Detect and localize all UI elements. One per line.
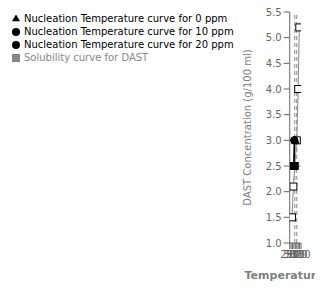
svg-text:330: 330 bbox=[291, 249, 310, 260]
svg-text:2.0: 2.0 bbox=[266, 186, 282, 197]
svg-text:3.5: 3.5 bbox=[266, 109, 282, 120]
html-text:Nucleation Temperature curve f: Nucleation Temperature curve for 0 ppm bbox=[24, 13, 228, 24]
svg-text:5.0: 5.0 bbox=[266, 32, 282, 43]
html-text:Solubility curve for DAST: Solubility curve for DAST bbox=[24, 52, 149, 63]
svg-text:3.0: 3.0 bbox=[266, 135, 282, 146]
svg-text:1.5: 1.5 bbox=[266, 212, 282, 223]
svg-text:4.5: 4.5 bbox=[266, 58, 282, 69]
html-text:Nucleation Temperature curve f: Nucleation Temperature curve for 10 ppm bbox=[24, 26, 234, 37]
svg-text:1.0: 1.0 bbox=[266, 238, 282, 249]
svg-text:DAST Concentration (g/100 ml): DAST Concentration (g/100 ml) bbox=[242, 49, 253, 205]
html-text:Nucleation Temperature curve f: Nucleation Temperature curve for 20 ppm bbox=[24, 39, 234, 50]
svg-text:2.5: 2.5 bbox=[266, 161, 282, 172]
svg-text:4.0: 4.0 bbox=[266, 84, 282, 95]
svg-text:Temperature (K): Temperature (K) bbox=[245, 269, 315, 282]
svg-text:5.5: 5.5 bbox=[266, 8, 282, 18]
